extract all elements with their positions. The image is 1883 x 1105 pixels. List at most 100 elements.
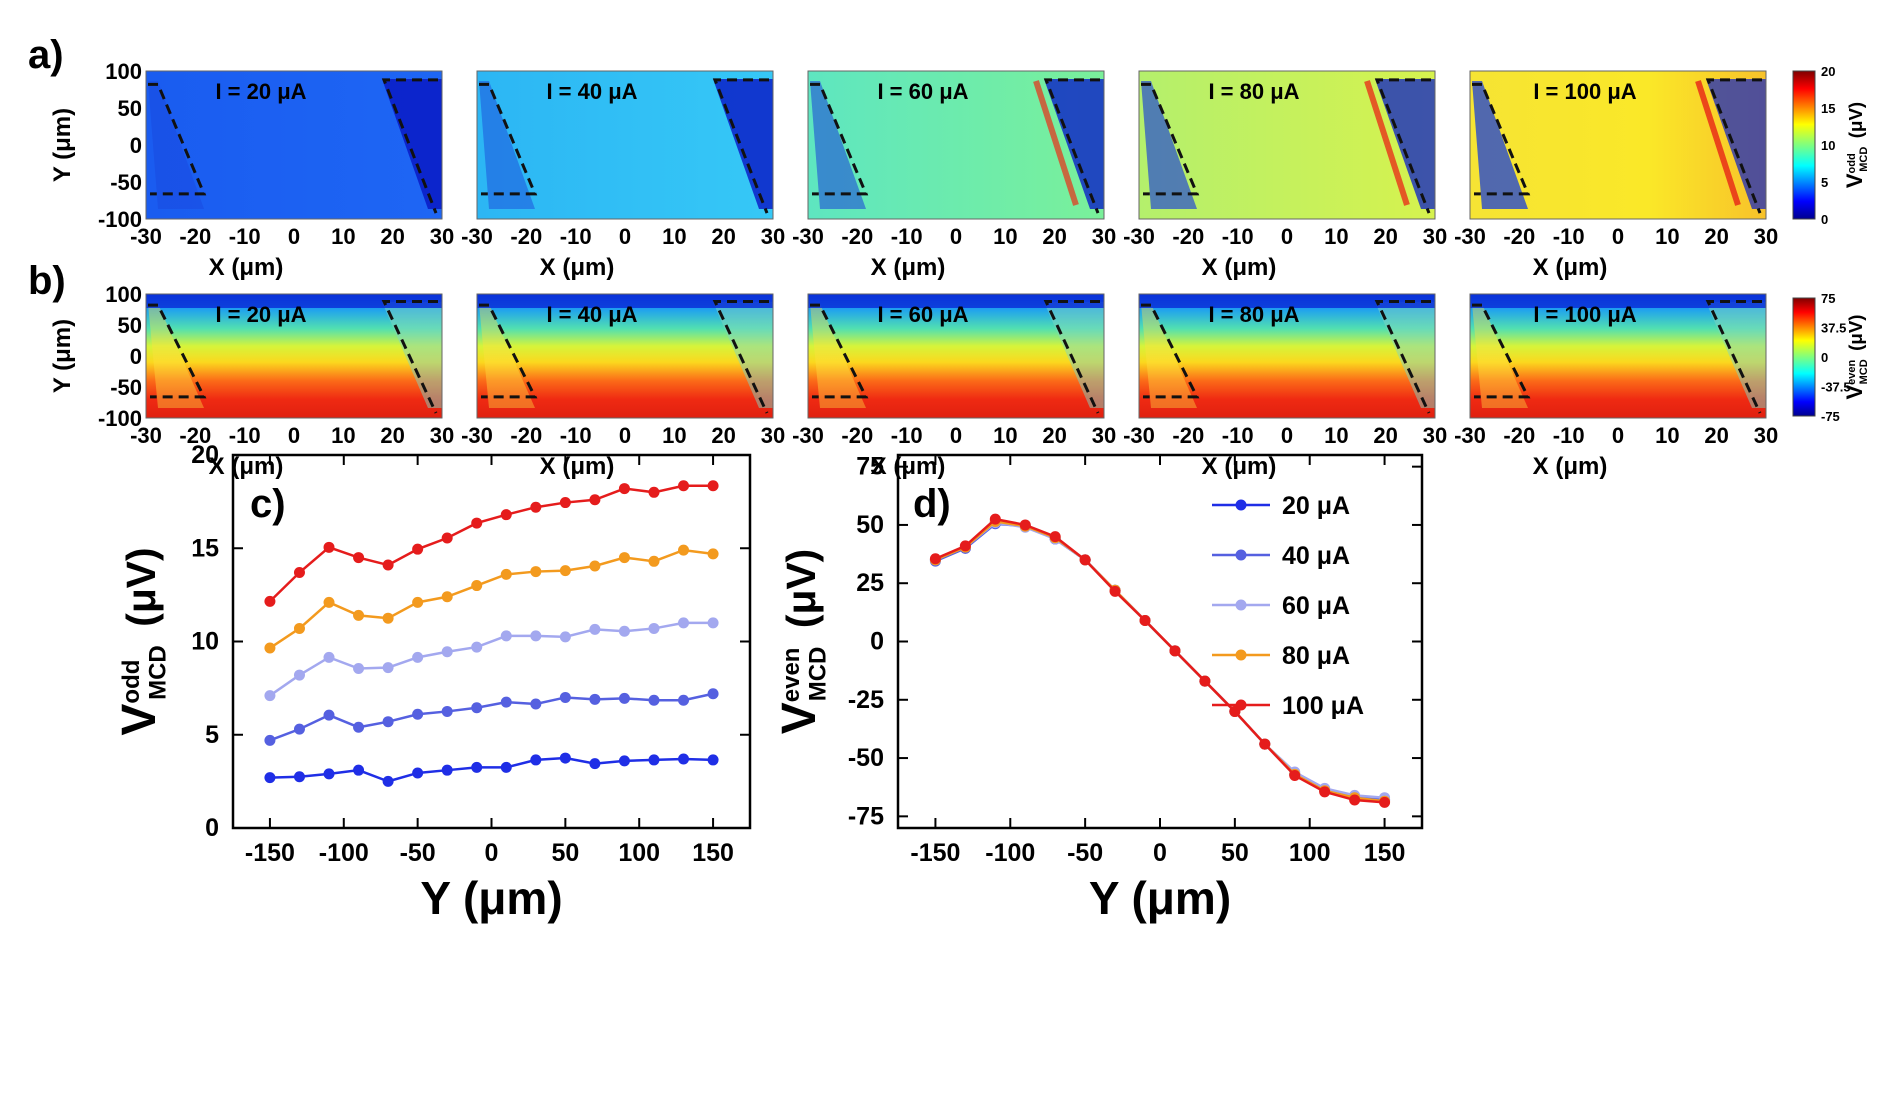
data-point — [678, 544, 690, 556]
data-point — [648, 622, 660, 634]
odd-colorbar-label-unit: (μV) — [1845, 102, 1866, 144]
data-point — [323, 768, 335, 780]
x-tick-label: 30 — [761, 224, 785, 249]
x-tick-label: 30 — [1423, 423, 1447, 448]
x-tick-label: 0 — [485, 839, 499, 867]
odd-colorbar-label-sub: MCD — [1858, 147, 1870, 172]
x-tick-label: -10 — [560, 224, 592, 249]
data-point — [559, 752, 571, 764]
data-point — [678, 480, 690, 492]
even-colorbar-label-sub: MCD — [1858, 359, 1870, 384]
map-even-2: I = 40 μA -30 -20 -10 0 10 20 30 X (μm) — [461, 293, 785, 480]
x-tick-label: 0 — [619, 224, 631, 249]
data-point — [500, 509, 512, 521]
y-axis-label-text: VevenMCD (μV) — [773, 549, 832, 735]
even-colorbar-label-unit: (μV) — [1845, 314, 1866, 356]
x-tick-label: -10 — [560, 423, 592, 448]
x-tick-label: 20 — [711, 423, 735, 448]
dashed-boundary-right — [712, 299, 769, 414]
legend-entry: 60 μA — [1282, 592, 1350, 620]
data-point — [412, 767, 424, 779]
x-tick-label: 50 — [1221, 839, 1249, 867]
x-tick-label: -20 — [510, 423, 542, 448]
x-tick-label: -10 — [1553, 224, 1585, 249]
dashed-boundary-right — [1374, 299, 1431, 414]
edge-hotspot — [1364, 80, 1410, 206]
data-point — [323, 709, 335, 721]
y-axis-label-text: VoddMCD (μV) — [113, 547, 172, 735]
data-point — [707, 617, 719, 629]
data-point — [589, 693, 601, 705]
x-tick-label: 100 — [1289, 839, 1331, 867]
data-point — [648, 694, 660, 706]
left-region — [810, 81, 866, 209]
x-tick-label: 0 — [288, 423, 300, 448]
x-axis-label: X (μm) — [1533, 453, 1608, 480]
x-axis-label: X (μm) — [209, 453, 284, 480]
top-band — [808, 294, 1104, 308]
x-tick-label: 20 — [1373, 423, 1397, 448]
dashed-boundary-left — [1472, 303, 1531, 399]
data-point — [471, 517, 483, 529]
map-even-5: I = 100 μA -30 -20 -10 0 10 20 30 X (μm) — [1454, 293, 1778, 480]
x-tick-label: 20 — [1042, 423, 1066, 448]
data-point — [264, 690, 276, 702]
y-tick-label: 75 — [856, 453, 884, 481]
y-tick-label: -50 — [110, 170, 142, 195]
data-point — [1289, 770, 1301, 782]
x-tick-label: -150 — [245, 839, 295, 867]
data-point — [412, 543, 424, 555]
legend-marker — [1235, 599, 1247, 611]
y-tick-label: -75 — [848, 802, 884, 830]
y-axis-label: VoddMCD (μV) — [113, 547, 172, 735]
data-point — [618, 625, 630, 637]
y-tick-label: 15 — [191, 534, 219, 562]
data-point — [1019, 519, 1031, 531]
data-point — [500, 696, 512, 708]
data-point — [412, 596, 424, 608]
panel-label-b: b) — [28, 259, 66, 303]
data-point — [353, 552, 365, 564]
map-frame — [476, 293, 774, 419]
x-tick-label: 20 — [1704, 224, 1728, 249]
left-region — [479, 81, 535, 209]
left-region — [148, 81, 204, 209]
x-tick-label: 20 — [711, 224, 735, 249]
x-tick-label: -20 — [1172, 423, 1204, 448]
x-tick-label: -150 — [910, 839, 960, 867]
dashed-boundary-right — [1043, 78, 1100, 214]
data-point — [707, 480, 719, 492]
x-tick-label: -20 — [179, 224, 211, 249]
data-point — [1349, 794, 1361, 806]
data-point — [441, 591, 453, 603]
data-point — [530, 754, 542, 766]
x-tick-label: -10 — [891, 224, 923, 249]
series-80uA — [264, 544, 719, 654]
legend-entry: 80 μA — [1282, 642, 1350, 670]
y-tick-label: -25 — [848, 686, 884, 714]
y-tick-label: 0 — [130, 344, 142, 369]
data-point — [707, 688, 719, 700]
data-point — [989, 513, 1001, 525]
data-point — [382, 612, 394, 624]
even-colorbar-label-sup: even — [1846, 359, 1858, 384]
map-odd-3: I = 60 μA -30 -20 -10 0 10 20 30 X (μm) — [792, 70, 1116, 281]
y-axis-label-sub: MCD — [145, 645, 172, 700]
x-tick-label: 30 — [1423, 224, 1447, 249]
legend-marker — [1235, 549, 1247, 561]
series-100uA — [264, 480, 719, 607]
current-label: I = 20 μA — [215, 79, 306, 104]
data-point — [471, 580, 483, 592]
y-tick-label: 50 — [118, 96, 142, 121]
even-colorbar-label: VevenMCD (μV) — [1842, 314, 1870, 399]
x-tick-label: 0 — [950, 224, 962, 249]
x-tick-label: 150 — [692, 839, 734, 867]
data-point — [441, 705, 453, 717]
x-tick-label: -10 — [1553, 423, 1585, 448]
dashed-boundary-left — [1141, 82, 1200, 196]
odd-colorbar-bar — [1792, 70, 1816, 220]
x-tick-label: 10 — [993, 224, 1017, 249]
x-tick-label: 10 — [331, 224, 355, 249]
y-tick-label: 50 — [118, 313, 142, 338]
map-frame — [145, 293, 443, 419]
